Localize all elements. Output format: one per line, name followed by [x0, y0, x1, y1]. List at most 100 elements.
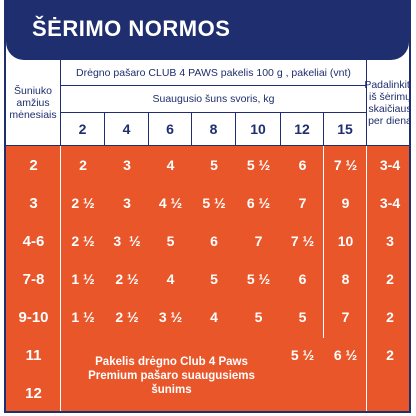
- value-cell: 5: [192, 260, 236, 298]
- weight-header: Suaugusio šuns svoris, kg: [61, 86, 367, 113]
- weight-4kg: 4: [105, 113, 149, 146]
- row-age-4-6: 4-6: [6, 222, 61, 260]
- value-cell: 6 ½: [236, 184, 281, 222]
- value-cell: 5: [149, 222, 192, 260]
- split-cell: 2: [367, 336, 409, 374]
- value-text: 5: [254, 309, 263, 325]
- value-text: 4: [166, 271, 175, 287]
- value-text: 3: [123, 195, 131, 211]
- value-text: 7: [254, 233, 263, 249]
- split-column-header: Padalinkite iš šėrimų skaičiaus per dien…: [364, 60, 411, 146]
- value-text: 2 ½: [115, 309, 139, 325]
- weight-6kg-label: 6: [166, 121, 174, 137]
- value-text: 6: [298, 271, 307, 287]
- value-text: 5: [298, 309, 307, 325]
- weight-8kg: 8: [192, 113, 236, 146]
- value-text: 5: [210, 271, 218, 287]
- value-text: 5 ½: [290, 347, 315, 363]
- value-cell: 6: [192, 222, 236, 260]
- row-age-7-8: 7-8: [6, 260, 61, 298]
- value-text: 6: [210, 233, 218, 249]
- feeding-table-card: ŠĖRIMO NORMOS Šuniuko amžius mėnesiais D…: [4, 0, 411, 413]
- value-text: 3: [123, 157, 131, 173]
- value-text: 7 ½: [333, 157, 358, 173]
- value-cell: 3: [105, 146, 149, 184]
- value-cell: 5 ½: [236, 260, 281, 298]
- value-cell: 5 ½: [281, 336, 324, 374]
- value-text: 5: [210, 157, 218, 173]
- age-label: 11: [25, 346, 42, 364]
- value-text: 4: [166, 157, 175, 173]
- value-text: 5 ½: [246, 271, 271, 287]
- value-cell: 3 ½: [149, 298, 192, 336]
- weight-2kg: 2: [61, 113, 105, 146]
- col-12kg-divider: [281, 146, 324, 338]
- weight-12kg: 12: [281, 113, 324, 146]
- value-cell: 2: [61, 146, 105, 184]
- row-age-11: 11: [6, 336, 61, 374]
- value-text: 7: [298, 195, 307, 211]
- values-column-divider: [61, 146, 367, 411]
- page-title: ŠĖRIMO NORMOS: [32, 16, 231, 41]
- value-text: 6: [298, 157, 307, 173]
- value-cell: 5: [281, 298, 324, 336]
- value-text: 5 ½: [246, 157, 271, 173]
- age-label: 4-6: [22, 232, 45, 250]
- value-cell: 5 ½: [192, 184, 236, 222]
- age-column-header: Šuniuko amžius mėnesiais: [6, 60, 61, 146]
- value-text: 2 ½: [71, 195, 95, 211]
- row-age-3: 3: [6, 184, 61, 222]
- adult-food-note: Pakelis drėgno Club 4 Paws Premium pašar…: [62, 338, 281, 411]
- value-cell: 7 ½: [324, 146, 367, 184]
- value-text: 10: [337, 233, 354, 249]
- weight-header-text: Suaugusio šuns svoris, kg: [152, 93, 275, 105]
- age-label: 9-10: [18, 308, 49, 326]
- split-cell: 3-4: [367, 184, 409, 222]
- split-cell: 3: [367, 222, 409, 260]
- value-cell: 8: [324, 260, 367, 298]
- row-age-9-10: 9-10: [6, 298, 61, 336]
- weight-10kg: 10: [236, 113, 281, 146]
- value-cell: 6 ½: [324, 336, 367, 374]
- value-text: 9: [341, 195, 350, 211]
- value-cell: 3: [105, 184, 149, 222]
- split-text: 2: [386, 271, 394, 287]
- split-column-header-text: Padalinkite iš šėrimų skaičiaus per dien…: [364, 78, 411, 127]
- split-text: 3-4: [379, 195, 401, 211]
- adult-food-note-text: Pakelis drėgno Club 4 Paws Premium pašar…: [88, 355, 255, 396]
- value-cell: 7: [324, 298, 367, 336]
- value-cell: 2 ½: [61, 184, 105, 222]
- value-cell: 5: [236, 298, 281, 336]
- value-text: 2: [79, 157, 87, 173]
- value-cell: 1 ½: [61, 298, 105, 336]
- value-cell: 3 ½: [105, 222, 149, 260]
- split-text: 3-4: [379, 157, 401, 173]
- split-cell: 2: [367, 298, 409, 336]
- age-label: 3: [29, 194, 38, 212]
- value-cell: 4 ½: [149, 184, 192, 222]
- value-text: 1 ½: [71, 271, 95, 287]
- age-label: 7-8: [22, 270, 45, 288]
- row-age-12: 12: [6, 374, 61, 411]
- weight-15kg: 15: [324, 113, 367, 146]
- value-text: 7 ½: [290, 233, 315, 249]
- value-text: 6 ½: [333, 347, 358, 363]
- weight-12kg-label: 12: [294, 121, 310, 137]
- age-column-divider: [6, 146, 61, 411]
- value-text: 5: [166, 233, 175, 249]
- value-cell: 6: [281, 146, 324, 184]
- split-cell: 3-4: [367, 146, 409, 184]
- value-cell: 4: [149, 146, 192, 184]
- title-banner: ŠĖRIMO NORMOS: [6, 0, 409, 60]
- split-text: 2: [386, 309, 394, 325]
- value-cell: 7: [236, 222, 281, 260]
- value-text: 5 ½: [202, 195, 226, 211]
- value-text: 7: [341, 309, 350, 325]
- age-label: 2: [29, 156, 38, 174]
- value-cell: 10: [324, 222, 367, 260]
- product-header-text: Drėgno pašaro CLUB 4 PAWS pakelis 100 g …: [76, 66, 351, 79]
- product-header: Drėgno pašaro CLUB 4 PAWS pakelis 100 g …: [61, 60, 367, 86]
- value-cell: 9: [324, 184, 367, 222]
- weight-4kg-label: 4: [122, 121, 131, 137]
- value-text: 2 ½: [71, 233, 95, 249]
